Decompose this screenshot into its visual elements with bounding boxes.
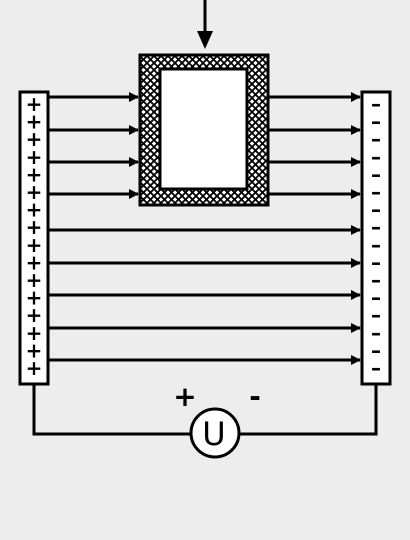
negative-charge-sign: – bbox=[371, 321, 381, 345]
negative-charge-sign: – bbox=[371, 145, 381, 169]
positive-charge-sign: + bbox=[26, 356, 43, 380]
positive-charge-sign: + bbox=[26, 286, 43, 310]
dielectric-box bbox=[138, 53, 270, 207]
negative-charge-sign: – bbox=[371, 233, 381, 257]
negative-charge-sign: – bbox=[371, 250, 381, 274]
positive-charge-sign: + bbox=[26, 303, 43, 327]
negative-charge-sign: – bbox=[371, 215, 381, 239]
negative-charge-sign: – bbox=[371, 198, 381, 222]
positive-charge-sign: + bbox=[26, 92, 43, 116]
negative-charge-sign: – bbox=[371, 180, 381, 204]
circuit-wire bbox=[32, 384, 378, 436]
negative-charge-sign: – bbox=[371, 303, 381, 327]
negative-charge-sign: – bbox=[371, 127, 381, 151]
positive-charge-sign: + bbox=[26, 321, 43, 345]
dielectric-box-inner bbox=[158, 67, 249, 191]
positive-charge-sign: + bbox=[26, 250, 43, 274]
negative-charge-sign: – bbox=[371, 268, 381, 292]
negative-charge-sign: – bbox=[371, 110, 381, 134]
positive-charge-sign: + bbox=[26, 162, 43, 186]
polarity-plus-label: + bbox=[173, 380, 196, 413]
negative-charge-sign: – bbox=[371, 162, 381, 186]
positive-charge-sign: + bbox=[26, 233, 43, 257]
negative-charge-sign: – bbox=[371, 356, 381, 380]
positive-charge-sign: + bbox=[26, 127, 43, 151]
positive-plate: ++++++++++++++++ bbox=[18, 90, 50, 386]
positive-charge-sign: + bbox=[26, 215, 43, 239]
incoming-arrow bbox=[197, 0, 213, 49]
negative-charge-sign: – bbox=[371, 92, 381, 116]
negative-plate-signs: –––––––––––––––– bbox=[371, 92, 381, 380]
negative-charge-sign: – bbox=[371, 338, 381, 362]
voltage-source-label: U bbox=[202, 415, 225, 453]
positive-charge-sign: + bbox=[26, 145, 43, 169]
positive-charge-sign: + bbox=[26, 110, 43, 134]
positive-charge-sign: + bbox=[26, 268, 43, 292]
positive-charge-sign: + bbox=[26, 198, 43, 222]
negative-charge-sign: – bbox=[371, 286, 381, 310]
polarity-minus-label: - bbox=[249, 380, 261, 413]
field-lines bbox=[48, 92, 361, 365]
negative-plate: –––––––––––––––– bbox=[360, 90, 392, 386]
positive-charge-sign: + bbox=[26, 180, 43, 204]
positive-charge-sign: + bbox=[26, 338, 43, 362]
voltage-source: U bbox=[189, 407, 241, 459]
positive-plate-signs: ++++++++++++++++ bbox=[26, 92, 43, 380]
